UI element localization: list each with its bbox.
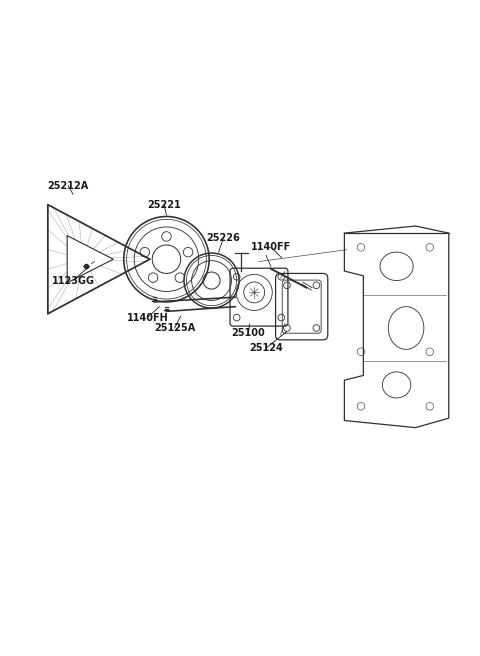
Text: 25100: 25100 xyxy=(232,328,265,338)
Text: 25226: 25226 xyxy=(206,233,240,243)
Text: 25221: 25221 xyxy=(147,199,181,210)
Text: 1140FH: 1140FH xyxy=(127,312,168,323)
Text: 1140FF: 1140FF xyxy=(251,242,291,253)
Text: 25125A: 25125A xyxy=(154,323,195,333)
Text: 1123GG: 1123GG xyxy=(51,276,95,285)
Text: 25212A: 25212A xyxy=(48,180,89,191)
Text: 25124: 25124 xyxy=(249,343,283,353)
